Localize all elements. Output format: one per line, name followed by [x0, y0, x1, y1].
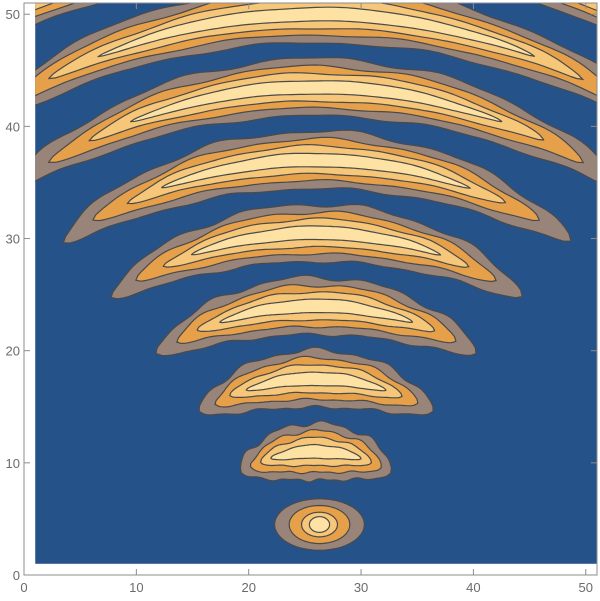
- x-tick-label: 10: [129, 580, 143, 595]
- x-tick-label: 50: [579, 580, 593, 595]
- x-tick-label: 0: [20, 580, 27, 595]
- plot-frame: [23, 2, 598, 576]
- y-tick-label: 50: [6, 7, 20, 22]
- y-tick-label: 40: [6, 119, 20, 134]
- ring-6-band-level-2: [48, 64, 584, 164]
- ring-1-band-level-4: [270, 443, 362, 461]
- ring-3-band-level-4: [219, 298, 414, 324]
- x-axis: 0 10 20 30 40 50: [20, 3, 593, 595]
- y-tick-label: 30: [6, 232, 20, 247]
- x-tick-label: 30: [354, 580, 368, 595]
- ring-5-band-level-2: [92, 136, 540, 222]
- ring-5-band-level-4: [161, 152, 471, 189]
- ring-7-band-level-3: [48, 3, 584, 81]
- x-tick-label: 40: [466, 580, 480, 595]
- y-tick-label: 0: [13, 568, 20, 583]
- y-tick-label: 20: [6, 344, 20, 359]
- x-tick-label: 20: [241, 580, 255, 595]
- ring-5-band-level-3: [126, 144, 507, 205]
- ring-2-band-level-4: [245, 371, 387, 392]
- ring-7-band-level-4: [97, 6, 535, 58]
- ring-4-band-level-4: [191, 225, 442, 256]
- contour-bands: [35, 3, 598, 551]
- ring-6-band-level-3: [88, 72, 545, 142]
- center-band-level-4: [308, 516, 331, 533]
- ring-5-band-level-1: [61, 129, 572, 245]
- ring-6-band-level-4: [130, 80, 503, 123]
- y-axis: 0 10 20 30 40 50: [6, 7, 597, 583]
- ring-8-band-level-1: [35, 3, 598, 26]
- ring-4-band-level-3: [162, 217, 470, 268]
- y-tick-label: 10: [6, 456, 20, 471]
